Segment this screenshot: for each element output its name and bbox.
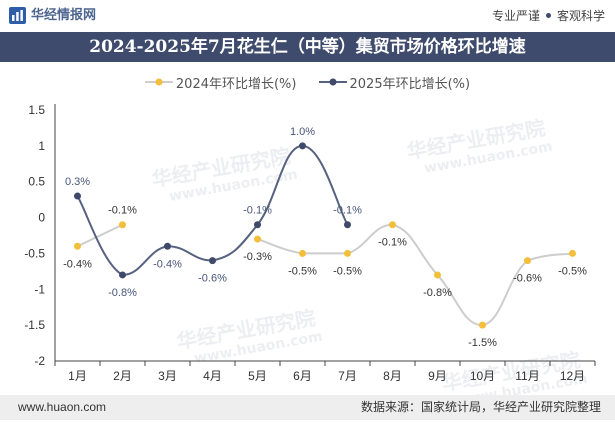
series-2025-point (74, 192, 81, 200)
x-tick-label: 9月 (428, 369, 447, 383)
series-2024-point (479, 321, 486, 329)
footer-source: 数据来源：国家统计局，华经产业研究院整理 (360, 400, 601, 414)
data-label-2025: -0.8% (108, 287, 137, 299)
data-label-2024: -0.5% (558, 265, 587, 277)
slogan: 专业严谨 客观科学 (492, 7, 605, 24)
x-tick-label: 5月 (248, 369, 267, 383)
logo-text: 华经情报网 (31, 8, 97, 23)
chart-title: 2024-2025年7月花生仁（中等）集贸市场价格环比增速 (89, 37, 526, 57)
x-tick-label: 7月 (338, 369, 357, 383)
data-label-2024: -0.8% (423, 287, 452, 299)
x-tick-label: 3月 (158, 369, 177, 383)
series-2024-point (389, 221, 396, 229)
series-2025-point (164, 242, 171, 250)
legend-2024-swatch-icon (144, 78, 173, 86)
x-tick-label: 10月 (470, 369, 495, 383)
slogan-right: 客观科学 (556, 9, 605, 23)
y-tick-label: 0 (38, 211, 45, 225)
separator-dot-icon (545, 13, 551, 18)
x-tick-label: 8月 (383, 369, 402, 383)
legend-item-2025[interactable]: 2025年环比增长(%) (318, 74, 471, 92)
y-tick-label: 0.5 (28, 175, 45, 189)
series-2025-point (119, 271, 126, 279)
series-2024-point (74, 242, 81, 250)
data-label-2024: -1.5% (468, 337, 497, 349)
series-2024-point (569, 249, 576, 257)
legend-2024-label: 2024年环比增长(%) (175, 76, 297, 92)
footer-website[interactable]: www.huaon.com (18, 400, 107, 414)
data-label-2024: -0.1% (378, 237, 407, 249)
title-bar: 2024-2025年7月花生仁（中等）集贸市场价格环比增速 (0, 32, 615, 62)
series-2025-point (299, 142, 306, 150)
y-tick-label: 1.5 (28, 103, 45, 117)
legend-2025-label: 2025年环比增长(%) (349, 76, 471, 92)
data-label-2025: -0.4% (153, 258, 182, 270)
y-tick-label: 1 (38, 139, 45, 153)
x-tick-label: 6月 (293, 369, 312, 383)
data-label-2024: -0.5% (333, 265, 362, 277)
series-2024-point (254, 235, 261, 243)
data-label-2024: -0.6% (513, 273, 542, 285)
x-tick-label: 4月 (203, 369, 222, 383)
series-2024-point (524, 257, 531, 265)
data-label-2025: -0.6% (198, 273, 227, 285)
page-footer: www.huaon.com 数据来源：国家统计局，华经产业研究院整理 (0, 395, 615, 420)
series-2024-line (257, 223, 573, 327)
page-header: 华经情报网 专业严谨 客观科学 (0, 0, 615, 30)
y-tick-label: -2 (34, 354, 45, 368)
series-2024-line (77, 223, 123, 248)
series-2024-point (434, 271, 441, 279)
series-2025-point (254, 221, 261, 229)
y-tick-label: -0.5 (24, 246, 45, 260)
huajing-logo-icon (9, 7, 26, 24)
series-2024-point (344, 249, 351, 257)
x-tick-label: 11月 (515, 369, 539, 383)
legend-2025-swatch-icon (318, 78, 347, 86)
data-label-2025: 0.3% (65, 176, 90, 188)
data-label-2024: -0.4% (63, 258, 92, 270)
data-label-2024: -0.1% (108, 205, 137, 217)
data-label-2025: -0.1% (243, 205, 272, 217)
series-2025-point (209, 257, 216, 265)
x-tick-label: 2月 (113, 369, 132, 383)
series-2024-point (299, 249, 306, 257)
data-label-2025: 1.0% (290, 126, 315, 138)
series-2024-point (119, 221, 126, 229)
slogan-left: 专业严谨 (491, 9, 540, 23)
x-tick-label: 12月 (560, 369, 585, 383)
x-tick-label: 1月 (68, 369, 87, 383)
series-2025-point (344, 221, 351, 229)
data-label-2025: -0.1% (333, 205, 362, 217)
data-label-2024: -0.5% (288, 265, 317, 277)
chart-legend: 2024年环比增长(%) 2025年环比增长(%) (0, 74, 615, 92)
y-tick-label: -1 (34, 282, 45, 296)
y-tick-label: -1.5 (24, 318, 45, 332)
legend-item-2024[interactable]: 2024年环比增长(%) (144, 74, 297, 92)
data-label-2024: -0.3% (243, 251, 272, 263)
